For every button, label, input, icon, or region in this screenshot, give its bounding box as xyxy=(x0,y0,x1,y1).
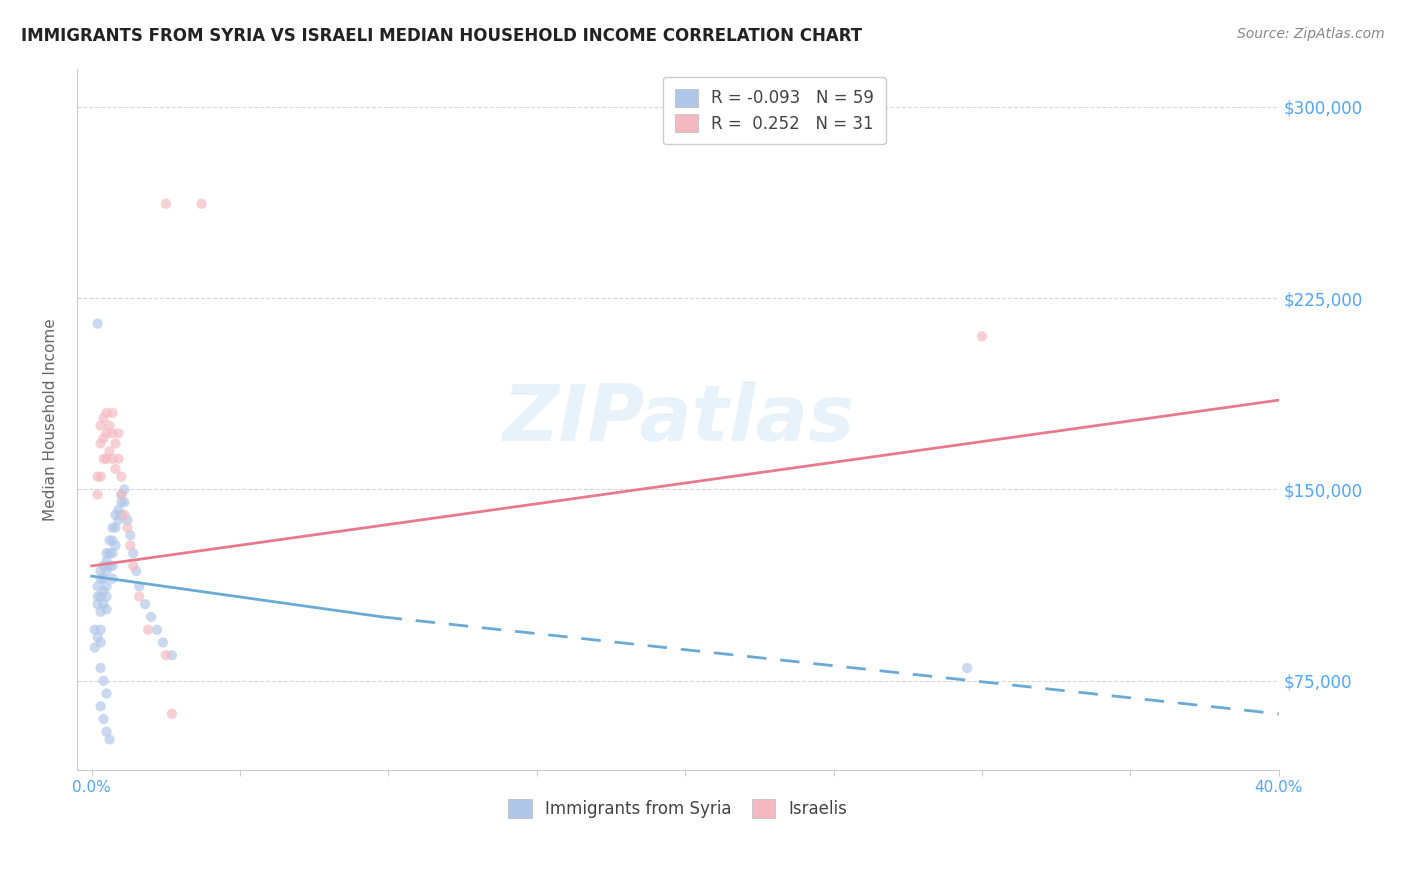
Point xyxy=(190,196,212,211)
Point xyxy=(101,426,124,441)
Point xyxy=(93,584,115,599)
Point xyxy=(96,406,118,420)
Point xyxy=(139,610,162,624)
Point xyxy=(93,411,115,425)
Point xyxy=(128,590,150,604)
Text: ZIPatlas: ZIPatlas xyxy=(502,381,853,458)
Point xyxy=(110,487,132,501)
Point xyxy=(86,469,108,483)
Point xyxy=(120,539,142,553)
Point xyxy=(96,546,118,560)
Point xyxy=(155,196,177,211)
Point xyxy=(96,564,118,578)
Point xyxy=(160,648,183,663)
Point xyxy=(120,528,142,542)
Point xyxy=(90,436,112,450)
Point xyxy=(101,451,124,466)
Point xyxy=(110,508,132,522)
Point xyxy=(86,631,108,645)
Point xyxy=(107,451,129,466)
Legend: Immigrants from Syria, Israelis: Immigrants from Syria, Israelis xyxy=(502,793,853,825)
Point xyxy=(104,508,127,522)
Point xyxy=(112,495,135,509)
Point xyxy=(101,572,124,586)
Point xyxy=(112,483,135,497)
Point xyxy=(117,513,139,527)
Point xyxy=(107,426,129,441)
Point xyxy=(104,462,127,476)
Point xyxy=(86,597,108,611)
Point xyxy=(101,521,124,535)
Point xyxy=(98,546,121,560)
Point xyxy=(110,469,132,483)
Point xyxy=(101,406,124,420)
Point xyxy=(90,564,112,578)
Point xyxy=(90,605,112,619)
Point xyxy=(90,635,112,649)
Point xyxy=(96,554,118,568)
Point xyxy=(98,418,121,433)
Point xyxy=(86,317,108,331)
Point xyxy=(98,444,121,458)
Point xyxy=(96,686,118,700)
Point xyxy=(86,487,108,501)
Point xyxy=(98,558,121,573)
Point xyxy=(104,539,127,553)
Point xyxy=(122,558,145,573)
Point xyxy=(90,590,112,604)
Point xyxy=(104,521,127,535)
Point xyxy=(107,513,129,527)
Y-axis label: Median Household Income: Median Household Income xyxy=(44,318,58,521)
Point xyxy=(96,724,118,739)
Point xyxy=(107,503,129,517)
Point xyxy=(101,546,124,560)
Point xyxy=(96,602,118,616)
Point xyxy=(146,623,169,637)
Point xyxy=(152,635,174,649)
Point xyxy=(122,546,145,560)
Point xyxy=(112,508,135,522)
Point xyxy=(93,558,115,573)
Text: IMMIGRANTS FROM SYRIA VS ISRAELI MEDIAN HOUSEHOLD INCOME CORRELATION CHART: IMMIGRANTS FROM SYRIA VS ISRAELI MEDIAN … xyxy=(21,27,862,45)
Point xyxy=(90,469,112,483)
Point xyxy=(96,451,118,466)
Point xyxy=(134,597,156,611)
Point xyxy=(90,699,112,714)
Point xyxy=(155,648,177,663)
Point xyxy=(110,487,132,501)
Text: Source: ZipAtlas.com: Source: ZipAtlas.com xyxy=(1237,27,1385,41)
Point xyxy=(90,418,112,433)
Point xyxy=(83,623,105,637)
Point xyxy=(970,329,993,343)
Point xyxy=(136,623,159,637)
Point xyxy=(104,436,127,450)
Point xyxy=(98,732,121,747)
Point xyxy=(110,495,132,509)
Point xyxy=(101,558,124,573)
Point xyxy=(117,521,139,535)
Point xyxy=(93,673,115,688)
Point xyxy=(96,579,118,593)
Point xyxy=(90,572,112,586)
Point xyxy=(93,572,115,586)
Point xyxy=(160,706,183,721)
Point xyxy=(128,579,150,593)
Point xyxy=(956,661,979,675)
Point xyxy=(86,590,108,604)
Point xyxy=(96,426,118,441)
Point xyxy=(96,590,118,604)
Point xyxy=(86,579,108,593)
Point xyxy=(90,623,112,637)
Point xyxy=(90,661,112,675)
Point xyxy=(93,597,115,611)
Point xyxy=(93,431,115,445)
Point xyxy=(83,640,105,655)
Point xyxy=(101,533,124,548)
Point xyxy=(125,564,148,578)
Point xyxy=(98,533,121,548)
Point xyxy=(93,712,115,726)
Point xyxy=(93,451,115,466)
